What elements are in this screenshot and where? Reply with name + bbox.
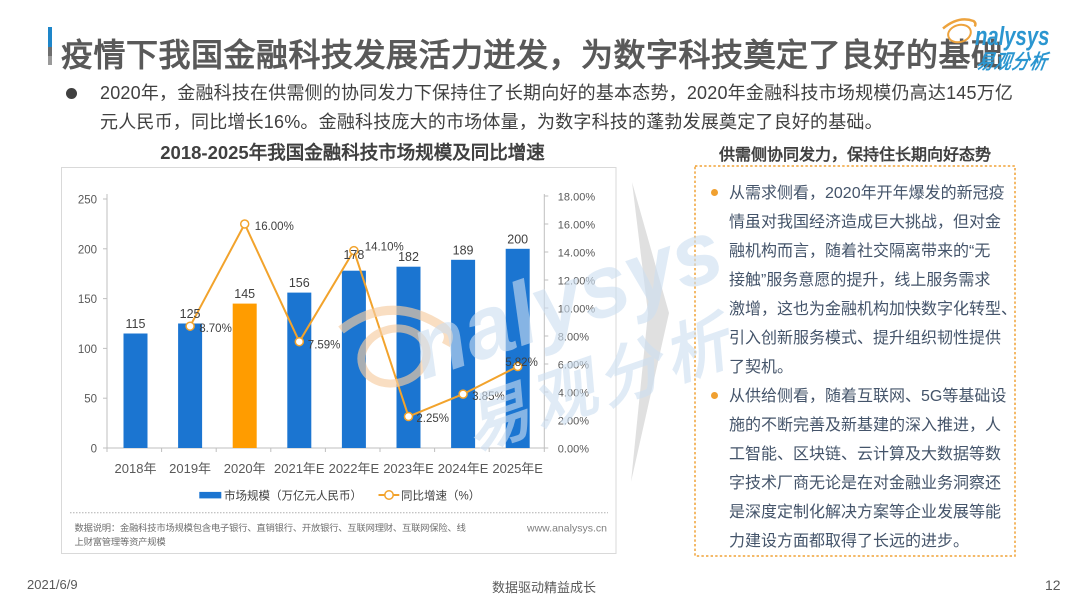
svg-text:数据说明：金融科技市场规模包含电子银行、直销银行、开放银行、: 数据说明：金融科技市场规模包含电子银行、直销银行、开放银行、互联网理财、互联网保…: [75, 522, 466, 533]
svg-text:上财富管理等资产规模: 上财富管理等资产规模: [75, 536, 166, 547]
svg-text:50: 50: [84, 394, 97, 406]
svg-text:12.00%: 12.00%: [558, 276, 596, 288]
svg-text:100: 100: [78, 344, 97, 356]
svg-text:8.00%: 8.00%: [558, 332, 589, 344]
svg-text:115: 115: [126, 317, 146, 331]
svg-text:7.59%: 7.59%: [308, 340, 341, 352]
svg-text:nalysys: nalysys: [975, 22, 1049, 51]
svg-text:182: 182: [398, 250, 419, 264]
svg-text:4.00%: 4.00%: [558, 388, 589, 400]
svg-text:145: 145: [234, 287, 255, 301]
svg-text:10.00%: 10.00%: [558, 304, 596, 316]
svg-text:0: 0: [91, 444, 97, 456]
svg-text:200: 200: [507, 233, 528, 247]
svg-text:200: 200: [78, 244, 97, 256]
svg-text:189: 189: [453, 244, 474, 258]
svg-text:2025年E: 2025年E: [492, 461, 543, 476]
svg-text:3.85%: 3.85%: [472, 391, 505, 403]
svg-text:同比增速（%）: 同比增速（%）: [401, 489, 480, 503]
svg-text:www.analysys.cn: www.analysys.cn: [526, 523, 607, 535]
svg-text:150: 150: [78, 294, 97, 306]
svg-text:市场规模（万亿元人民币）: 市场规模（万亿元人民币）: [224, 489, 362, 503]
svg-text:5.82%: 5.82%: [505, 357, 538, 369]
svg-text:8.70%: 8.70%: [199, 323, 232, 335]
svg-text:16.00%: 16.00%: [558, 220, 596, 232]
svg-text:2023年E: 2023年E: [383, 461, 434, 476]
svg-text:2020年: 2020年: [224, 461, 266, 476]
svg-text:125: 125: [180, 307, 201, 321]
svg-text:0.00%: 0.00%: [558, 444, 589, 456]
svg-text:6.00%: 6.00%: [558, 360, 589, 372]
svg-text:16.00%: 16.00%: [255, 221, 294, 233]
svg-text:14.10%: 14.10%: [365, 241, 404, 253]
svg-text:2.00%: 2.00%: [558, 416, 589, 428]
svg-text:易观分析: 易观分析: [975, 50, 1051, 73]
svg-text:2019年: 2019年: [169, 461, 211, 476]
svg-text:2024年E: 2024年E: [438, 461, 489, 476]
svg-text:250: 250: [78, 195, 97, 207]
svg-text:2.25%: 2.25%: [416, 413, 449, 425]
svg-text:178: 178: [343, 248, 364, 262]
svg-text:2021年E: 2021年E: [274, 461, 325, 476]
svg-text:14.00%: 14.00%: [558, 248, 596, 260]
svg-text:2018年: 2018年: [115, 461, 157, 476]
svg-text:156: 156: [289, 276, 310, 290]
svg-text:2022年E: 2022年E: [329, 461, 380, 476]
svg-text:18.00%: 18.00%: [558, 192, 596, 204]
